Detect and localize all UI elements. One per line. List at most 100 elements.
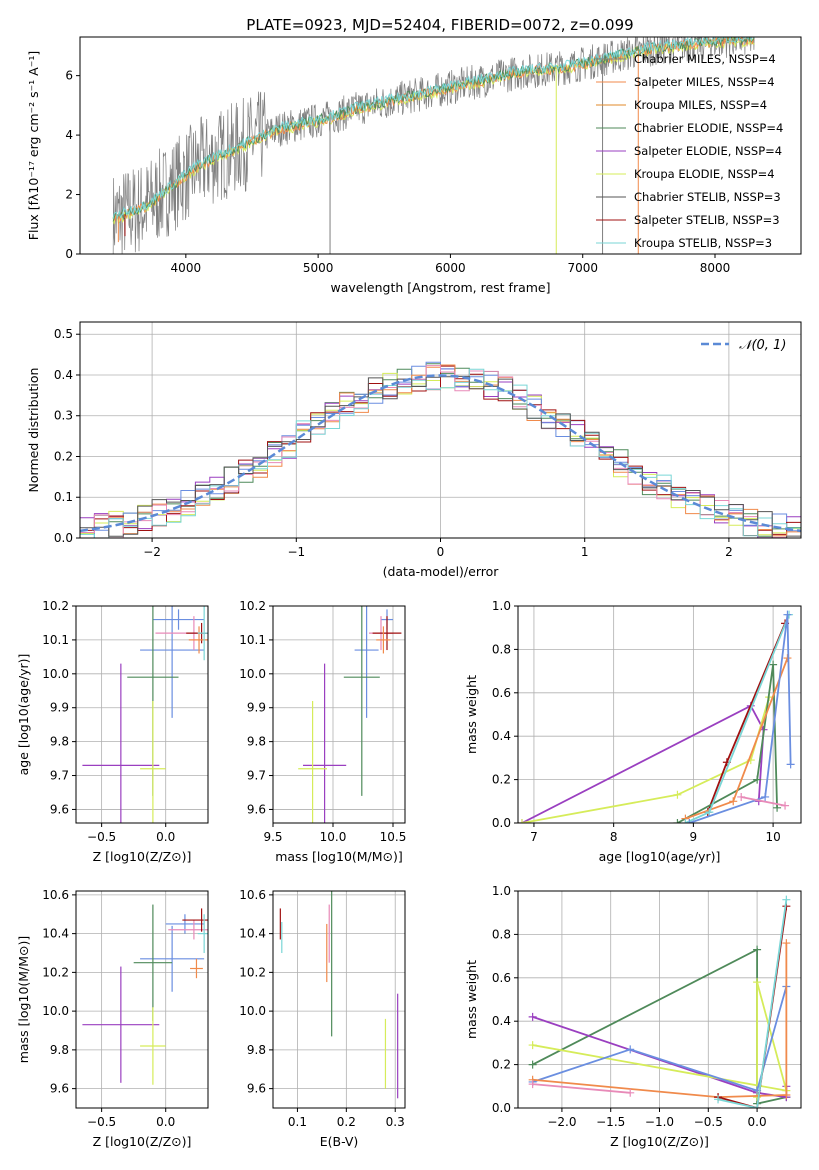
histogram-step <box>80 375 801 538</box>
legend-label: Chabrier MILES, NSSP=4 <box>634 52 776 66</box>
series-marker <box>685 819 694 823</box>
y-tick-label: 9.9 <box>247 701 266 715</box>
y-tick-label: 0.6 <box>492 971 511 985</box>
errorbar-point <box>133 904 173 1021</box>
series-marker <box>528 1060 537 1069</box>
axes-frame <box>517 605 802 824</box>
y-tick-label: 0.2 <box>492 1058 511 1072</box>
y-tick-label: 6 <box>65 69 73 83</box>
errorbar-point <box>140 925 205 992</box>
errorbar-point <box>298 700 327 823</box>
plot-area <box>279 891 399 1099</box>
series-marker <box>753 978 762 987</box>
x-tick-label: −0.5 <box>694 1115 723 1129</box>
y-tick-label: 0.4 <box>492 729 511 743</box>
x-tick-label: 7 <box>530 830 538 844</box>
y-tick-label: 0.2 <box>54 449 73 463</box>
y-tick-label: 9.7 <box>247 769 266 783</box>
y-tick-label: 9.8 <box>50 1043 69 1057</box>
errorbar-point <box>354 606 379 718</box>
y-tick-label: 10.0 <box>42 1004 69 1018</box>
series-line <box>741 796 786 807</box>
y-tick-label: 0.6 <box>492 686 511 700</box>
histogram-step <box>80 365 801 536</box>
spectrum-model-line <box>112 37 755 225</box>
y-tick-label: 9.9 <box>50 701 69 715</box>
y-tick-label: 10.2 <box>239 965 266 979</box>
series-line <box>677 664 778 823</box>
y-tick-label: 0.2 <box>492 773 511 787</box>
y-axis-label: Flux [fλ10⁻¹⁷ erg cm⁻² s⁻¹ A⁻¹] <box>26 51 41 240</box>
x-tick-label: −1 <box>287 545 305 559</box>
y-axis-label: Normed distribution <box>26 368 41 493</box>
series-marker <box>729 797 738 806</box>
y-tick-label: 0 <box>65 247 73 261</box>
plot-area <box>528 895 791 1108</box>
y-tick-label: 4 <box>65 128 73 142</box>
x-axis-label: Z [log10(Z/Z⊙)] <box>93 1134 192 1149</box>
x-axis-label: Z [log10(Z/Z⊙)] <box>93 849 192 864</box>
errorbar-point <box>168 920 208 940</box>
panel-residuals: 𝒩(0, 1) −2 −1 0 1 2 0.0 0.1 0.2 0.3 0.4 0.5 (data-mo… <box>26 321 802 579</box>
y-tick-label: 10.1 <box>239 633 266 647</box>
errorbar-point <box>190 958 203 979</box>
legend-label: Chabrier STELIB, NSSP=3 <box>634 190 781 204</box>
y-tick-label: 0.0 <box>492 816 511 830</box>
y-tick-label: 10.6 <box>42 888 69 902</box>
series-marker <box>753 775 762 784</box>
series-marker <box>737 792 746 801</box>
series-marker <box>783 610 792 619</box>
axes-frame <box>272 890 406 1109</box>
plot-area <box>112 37 755 254</box>
series-marker <box>528 1012 537 1021</box>
panel-mass_weight_vs_Z: −2.0 −1.5 −1.0 −0.5 0.0 0.0 0.2 0.4 0.6 0.8 1.0 Z [… <box>464 884 802 1149</box>
series-marker <box>518 819 526 823</box>
y-tick-label: 1.0 <box>492 599 511 613</box>
series-marker <box>626 1088 635 1097</box>
series-marker <box>753 1104 762 1108</box>
panel-age_vs_Z: −0.5 0.0 9.6 9.7 9.8 9.9 10.0 10.1 10.2 Z [log10(… <box>16 599 209 864</box>
series-marker <box>786 760 795 769</box>
x-axis-label: E(B-V) <box>320 1134 359 1149</box>
y-tick-label: 10.2 <box>42 965 69 979</box>
x-axis-label: wavelength [Angstrom, rest frame] <box>330 280 550 295</box>
series-line <box>717 899 788 1108</box>
series-marker <box>673 790 682 799</box>
x-tick-label: 9 <box>690 830 698 844</box>
x-axis-label: Z [log10(Z/Z⊙)] <box>610 1134 709 1149</box>
y-tick-label: 10.6 <box>239 888 266 902</box>
series-line <box>532 986 788 1092</box>
x-tick-label: 0.3 <box>386 1115 405 1129</box>
series-marker <box>753 945 762 954</box>
series-marker <box>761 792 770 801</box>
series-marker <box>705 808 714 817</box>
legend-label: Salpeter ELODIE, NSSP=4 <box>634 144 782 158</box>
series-marker <box>681 819 690 823</box>
series-line <box>717 906 788 1108</box>
y-tick-label: 10.2 <box>42 599 69 613</box>
errorbar-point <box>376 626 391 654</box>
y-tick-label: 9.7 <box>50 769 69 783</box>
series-marker <box>714 1095 723 1104</box>
x-tick-label: −0.5 <box>87 830 116 844</box>
errorbar-point <box>165 914 205 934</box>
y-axis-label: mass weight <box>464 675 479 754</box>
errorbar-point <box>343 606 380 796</box>
errorbar-point <box>197 914 208 953</box>
x-tick-label: 9.5 <box>263 830 282 844</box>
series-marker <box>528 1041 537 1050</box>
series-line <box>521 704 765 823</box>
legend-label: Salpeter STELIB, NSSP=3 <box>634 213 780 227</box>
y-tick-label: 2 <box>65 188 73 202</box>
x-axis-label: mass [log10(M/M⊙)] <box>275 849 403 864</box>
y-tick-label: 9.8 <box>247 1043 266 1057</box>
errorbar-point <box>82 663 160 823</box>
y-tick-label: 10.1 <box>42 633 69 647</box>
y-axis-label: mass [log10(M/M⊙)] <box>16 936 31 1064</box>
x-tick-label: 8000 <box>700 261 731 275</box>
panel-mass_vs_Z: −0.5 0.0 9.6 9.8 10.0 10.2 10.4 10.6 Z [log10(Z/… <box>16 888 209 1149</box>
legend-label: Salpeter MILES, NSSP=4 <box>634 75 775 89</box>
y-axis-label: age [log10(age/yr)] <box>16 654 31 776</box>
x-tick-label: 7000 <box>567 261 598 275</box>
